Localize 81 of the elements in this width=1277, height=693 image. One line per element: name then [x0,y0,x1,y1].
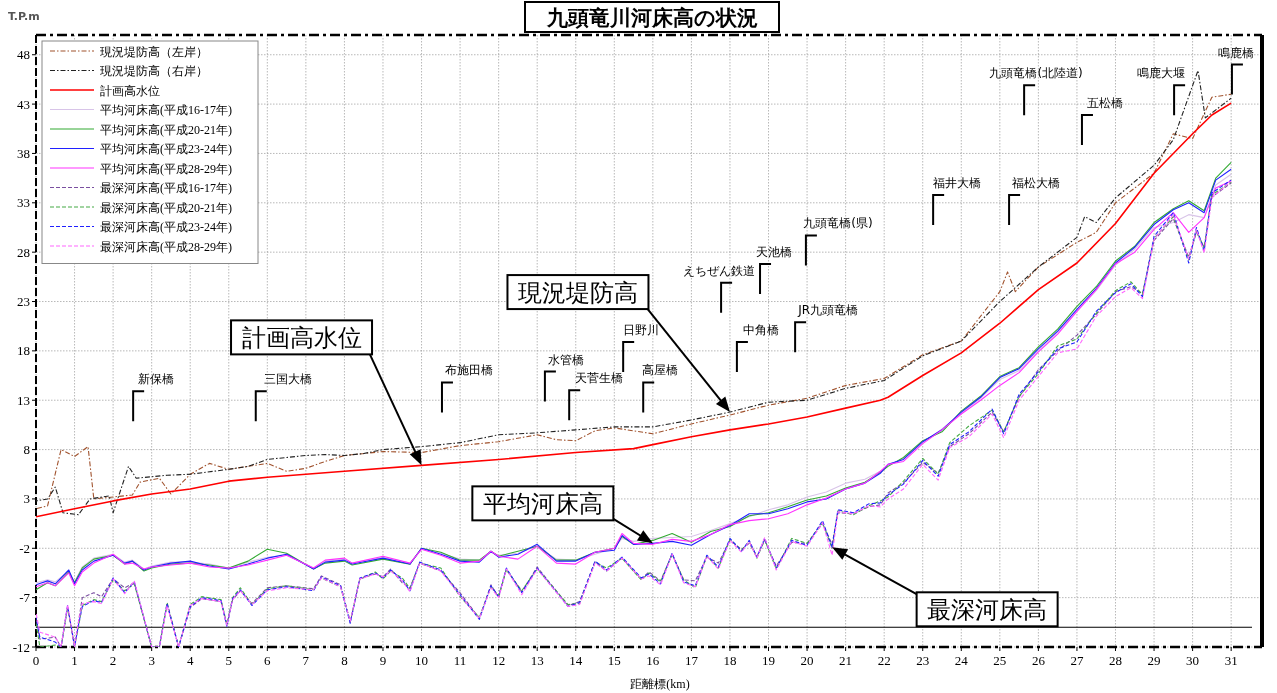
legend-label: 最深河床高(平成20-21年) [100,200,232,215]
x-tick-label: 12 [492,653,506,668]
x-tick-label: 21 [839,653,853,668]
annotation: 九頭竜橋(北陸道) [989,66,1083,81]
x-tick-label: 22 [877,653,891,668]
x-tick-label: 28 [1109,653,1122,668]
x-tick-label: 31 [1224,653,1238,668]
annotation: 天菅生橋 [575,371,624,386]
annotation: 平均河床高 [482,490,603,519]
annotation: 高屋橋 [642,363,679,378]
x-tick-label: 27 [1070,653,1084,668]
x-tick-label: 16 [646,653,660,668]
annotation: 中角橋 [742,322,779,337]
x-tick-label: 2 [109,653,117,668]
x-tick-label: 10 [415,653,429,668]
legend-label: 平均河床高(平成20-21年) [100,122,232,137]
annotation: えちぜん鉄道 [683,263,756,278]
y-axis-title: T.P.m [8,10,40,23]
annotation: 五松橋 [1086,95,1123,110]
x-tick-label: 1 [71,653,78,668]
y-tick-label: -2 [19,540,30,556]
annotation: 最深河床高 [927,596,1048,625]
x-tick-label: 14 [569,653,583,668]
x-tick-label: 4 [186,653,194,668]
x-axis-title: 距離標(km) [630,677,690,691]
y-tick-label: 48 [17,47,30,63]
x-tick-label: 11 [453,653,467,668]
x-tick-label: 24 [954,653,969,668]
annotation: 計画高水位 [241,324,362,353]
y-tick-label: 3 [23,491,30,507]
y-tick-label: -12 [12,639,30,655]
x-tick-label: 23 [916,653,930,668]
x-tick-label: 3 [148,653,155,668]
annotation: 福井大橋 [933,175,982,190]
chart-title: 九頭竜川河床高の状況 [545,6,758,30]
legend-label: 最深河床高(平成23-24年) [100,220,232,234]
legend-label: 計画高水位 [100,83,160,98]
x-tick-label: 30 [1186,653,1200,668]
y-tick-label: 38 [17,145,30,161]
annotation: 布施田橋 [444,363,493,378]
y-tick-label: 8 [23,442,30,458]
annotation: 天池橋 [756,245,793,260]
x-tick-label: 5 [225,653,233,668]
x-tick-label: 29 [1147,653,1161,668]
x-tick-label: 7 [302,653,310,668]
legend-label: 現況堤防高（右岸） [100,64,208,78]
legend-label: 現況堤防高（左岸） [100,44,208,59]
y-tick-label: 33 [17,195,30,211]
y-tick-label: 18 [17,343,30,359]
x-tick-label: 8 [341,653,348,668]
annotation: 鳴鹿橋 [1217,45,1254,60]
legend-label: 平均河床高(平成23-24年) [100,142,232,156]
x-tick-label: 20 [800,653,814,668]
x-tick-label: 19 [762,653,776,668]
legend-label: 平均河床高(平成16-17年) [100,103,232,117]
x-tick-label: 17 [684,653,699,668]
y-tick-label: 43 [17,96,30,112]
x-tick-label: 9 [379,653,387,668]
x-tick-label: 6 [264,653,272,668]
annotation: 新保橋 [138,372,175,387]
annotation: 三国大橋 [263,372,312,387]
legend-label: 最深河床高(平成16-17年) [100,181,232,195]
x-tick-label: 13 [530,653,544,668]
annotation: 日野川 [623,322,660,337]
legend-label: 最深河床高(平成28-29年) [100,239,232,254]
x-tick-label: 18 [723,653,737,668]
annotation: 現況堤防高 [517,279,638,308]
y-tick-label: -7 [19,590,31,606]
x-tick-label: 0 [32,653,40,668]
annotation: 水管橋 [547,352,584,367]
x-tick-label: 26 [1031,653,1046,668]
legend-label: 平均河床高(平成28-29年) [100,161,232,176]
x-tick-label: 25 [993,653,1007,668]
annotation: 福松大橋 [1012,175,1061,190]
annotation: 鳴鹿大堰 [1137,66,1186,81]
y-tick-label: 28 [17,244,30,260]
annotation: 九頭竜橋(県) [803,216,873,231]
y-tick-label: 13 [17,392,30,408]
x-tick-label: 15 [607,653,621,668]
annotation: JR九頭竜橋 [797,303,859,318]
y-tick-label: 23 [17,294,30,310]
